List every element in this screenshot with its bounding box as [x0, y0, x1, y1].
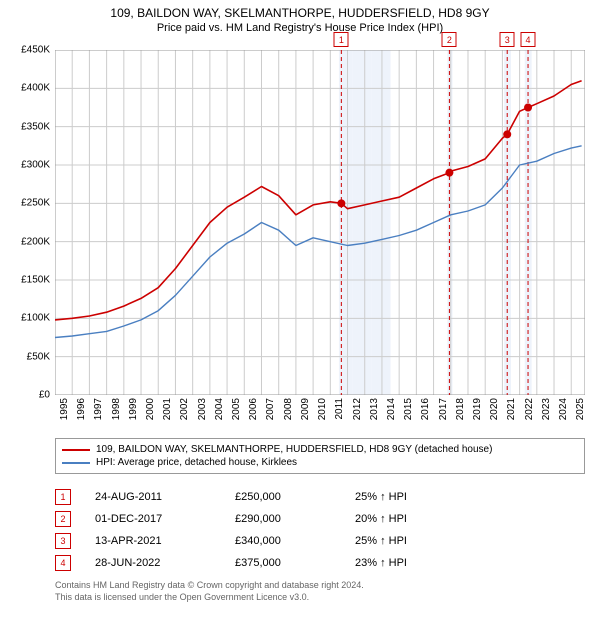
x-tick-label: 2000	[145, 398, 156, 420]
sale-row: 3 13-APR-2021£340,00025% ↑ HPI	[55, 530, 585, 552]
chart-title: 109, BAILDON WAY, SKELMANTHORPE, HUDDERS…	[0, 0, 600, 20]
sale-vs-hpi: 23% ↑ HPI	[355, 557, 475, 569]
sale-price: £250,000	[235, 491, 355, 503]
x-tick-label: 2011	[334, 398, 345, 420]
x-tick-label: 2007	[265, 398, 276, 420]
x-tick-label: 1998	[111, 398, 122, 420]
x-tick-label: 1995	[59, 398, 70, 420]
x-tick-label: 2020	[489, 398, 500, 420]
sale-marker-1: 1	[334, 32, 349, 47]
x-tick-label: 2024	[558, 398, 569, 420]
sale-vs-hpi: 25% ↑ HPI	[355, 491, 475, 503]
y-tick-label: £350K	[21, 121, 50, 132]
legend-swatch-hpi	[62, 462, 90, 464]
x-tick-label: 2014	[386, 398, 397, 420]
legend-label-hpi: HPI: Average price, detached house, Kirk…	[96, 457, 297, 468]
x-tick-label: 2016	[420, 398, 431, 420]
sale-badge: 3	[55, 533, 71, 549]
chart-svg	[55, 50, 585, 395]
x-tick-label: 2025	[575, 398, 586, 420]
sale-marker-3: 3	[500, 32, 515, 47]
legend-item-hpi: HPI: Average price, detached house, Kirk…	[62, 456, 578, 469]
x-tick-label: 2017	[438, 398, 449, 420]
legend-item-subject: 109, BAILDON WAY, SKELMANTHORPE, HUDDERS…	[62, 443, 578, 456]
footer: Contains HM Land Registry data © Crown c…	[55, 580, 585, 603]
x-tick-label: 2005	[231, 398, 242, 420]
sale-price: £375,000	[235, 557, 355, 569]
x-tick-label: 2009	[300, 398, 311, 420]
y-tick-label: £100K	[21, 313, 50, 324]
x-tick-label: 2001	[162, 398, 173, 420]
sale-date: 24-AUG-2011	[95, 491, 235, 503]
sale-row: 1 24-AUG-2011£250,00025% ↑ HPI	[55, 486, 585, 508]
legend-label-subject: 109, BAILDON WAY, SKELMANTHORPE, HUDDERS…	[96, 444, 492, 455]
sale-date: 28-JUN-2022	[95, 557, 235, 569]
y-tick-label: £250K	[21, 198, 50, 209]
x-tick-label: 2021	[506, 398, 517, 420]
sale-date: 01-DEC-2017	[95, 513, 235, 525]
sale-row: 4 28-JUN-2022£375,00023% ↑ HPI	[55, 552, 585, 574]
sale-badge: 4	[55, 555, 71, 571]
x-tick-label: 2019	[472, 398, 483, 420]
chart-area: 1234 £0£50K£100K£150K£200K£250K£300K£350…	[55, 50, 585, 395]
sale-marker-2: 2	[442, 32, 457, 47]
y-tick-label: £150K	[21, 275, 50, 286]
x-tick-label: 2003	[197, 398, 208, 420]
x-tick-label: 1999	[128, 398, 139, 420]
sale-vs-hpi: 25% ↑ HPI	[355, 535, 475, 547]
x-tick-label: 2006	[248, 398, 259, 420]
footer-line1: Contains HM Land Registry data © Crown c…	[55, 580, 585, 592]
x-tick-label: 2002	[179, 398, 190, 420]
sale-badge: 1	[55, 489, 71, 505]
y-tick-label: £400K	[21, 83, 50, 94]
sale-vs-hpi: 20% ↑ HPI	[355, 513, 475, 525]
sale-price: £290,000	[235, 513, 355, 525]
x-tick-label: 2023	[541, 398, 552, 420]
x-tick-label: 2008	[283, 398, 294, 420]
x-tick-label: 2018	[455, 398, 466, 420]
y-tick-label: £300K	[21, 160, 50, 171]
sales-table: 124-AUG-2011£250,00025% ↑ HPI201-DEC-201…	[55, 486, 585, 574]
x-tick-label: 2012	[352, 398, 363, 420]
x-tick-label: 2004	[214, 398, 225, 420]
x-tick-label: 2022	[524, 398, 535, 420]
sale-row: 2 01-DEC-2017£290,00020% ↑ HPI	[55, 508, 585, 530]
y-tick-label: £450K	[21, 45, 50, 56]
x-tick-label: 2015	[403, 398, 414, 420]
x-tick-label: 1997	[93, 398, 104, 420]
y-tick-label: £50K	[27, 351, 50, 362]
legend: 109, BAILDON WAY, SKELMANTHORPE, HUDDERS…	[55, 438, 585, 474]
chart-container: 109, BAILDON WAY, SKELMANTHORPE, HUDDERS…	[0, 0, 600, 620]
y-tick-label: £0	[39, 390, 50, 401]
legend-swatch-subject	[62, 449, 90, 451]
x-tick-label: 2013	[369, 398, 380, 420]
sale-price: £340,000	[235, 535, 355, 547]
x-tick-label: 1996	[76, 398, 87, 420]
y-tick-label: £200K	[21, 236, 50, 247]
sale-badge: 2	[55, 511, 71, 527]
sale-date: 13-APR-2021	[95, 535, 235, 547]
footer-line2: This data is licensed under the Open Gov…	[55, 592, 585, 604]
sale-marker-4: 4	[521, 32, 536, 47]
x-tick-label: 2010	[317, 398, 328, 420]
